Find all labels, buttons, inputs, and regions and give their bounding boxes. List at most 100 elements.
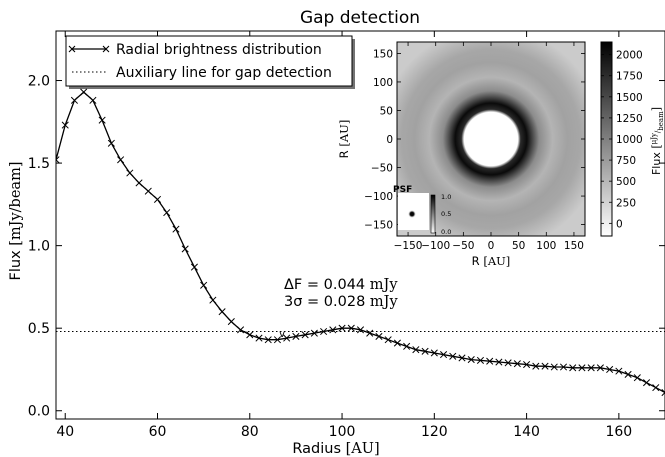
data-point-x-marker: [117, 156, 125, 164]
psf-tick-0-5: 0.5: [441, 210, 451, 218]
data-point-x-marker: [550, 363, 558, 371]
data-point-x-marker: [218, 308, 226, 316]
inset-y-tick-label: 150: [373, 48, 393, 60]
data-point-x-marker: [89, 96, 97, 104]
data-point-x-marker: [486, 357, 494, 365]
x-axis-label: Radius [AU]: [292, 441, 379, 457]
gap-position-marker: v: [279, 329, 285, 340]
data-point-x-marker: [264, 336, 272, 344]
data-point-x-marker: [366, 329, 374, 337]
legend-label-auxiliary: Auxiliary line for gap detection: [116, 65, 332, 81]
colorbar-label-slash: /: [654, 130, 662, 133]
x-tick-label: 140: [513, 424, 540, 440]
data-point-x-marker: [587, 364, 595, 372]
data-point-x-marker: [421, 347, 429, 355]
data-point-x-marker: [283, 334, 291, 342]
data-point-x-marker: [532, 362, 540, 370]
x-axis-label-unit: [AU]: [346, 441, 380, 457]
inset-x-label: R [AU]: [472, 254, 511, 268]
x-tick-label: 100: [329, 424, 356, 440]
data-point-x-marker: [163, 209, 171, 217]
plot-area-frame: [55, 30, 665, 420]
data-point-x-marker: [633, 374, 641, 382]
psf-tick-0: 0.0: [441, 228, 451, 236]
data-point-x-marker: [495, 358, 503, 366]
chart-title: Gap detection: [300, 8, 420, 28]
colorbar-tick-label: 1500: [616, 92, 643, 104]
legend-x-marker-right: [102, 45, 110, 53]
x-tick-label: 80: [241, 424, 259, 440]
inset-y-tick-label: −100: [364, 191, 393, 203]
colorbar-tick-label: 250: [616, 197, 636, 209]
delta-f-annotation: ΔF = 0.044 mJy: [284, 277, 398, 293]
data-point-x-marker: [301, 331, 309, 339]
data-point-x-marker: [652, 384, 660, 392]
y-axis-label-word: Flux: [8, 250, 24, 281]
legend: Radial brightness distribution Auxiliary…: [65, 35, 355, 89]
colorbar-tick-label: 500: [616, 176, 636, 188]
data-point-x-marker: [393, 339, 401, 347]
data-point-x-marker: [126, 169, 134, 177]
colorbar-label-word: Flux: [650, 152, 663, 175]
inset-x-tick-label: −150: [394, 240, 423, 252]
data-point-x-marker: [273, 336, 282, 344]
y-tick-label: 1.5: [28, 156, 50, 172]
data-point-x-marker: [200, 281, 208, 289]
x-tick-label: 120: [421, 424, 448, 440]
data-point-x-marker: [181, 245, 189, 253]
data-point-x-marker: [569, 364, 577, 372]
colorbar-label-open: [: [650, 144, 663, 148]
data-point-x-marker: [144, 187, 152, 195]
data-point-x-marker: [559, 363, 568, 371]
data-point-x-marker: [310, 329, 318, 337]
data-point-x-marker: [523, 360, 531, 369]
x-axis-label-word: Radius: [292, 441, 341, 457]
data-point-x-marker: [292, 332, 300, 341]
colorbar-tick-label: 1250: [616, 113, 643, 125]
data-point-x-marker: [513, 360, 521, 368]
data-point-x-marker: [412, 346, 420, 354]
y-tick-label: 0.5: [28, 321, 50, 337]
y-axis-label-unit: [mJy/beam]: [8, 162, 24, 246]
data-point-x-marker: [107, 139, 115, 147]
data-point-x-marker: [384, 336, 392, 344]
three-sigma-unit: mJy: [370, 294, 399, 310]
colorbar-label-den: beam: [657, 111, 665, 131]
data-point-x-marker: [439, 351, 448, 359]
three-sigma-prefix: 3σ =: [284, 294, 324, 310]
inset-x-label-unit: [AU]: [483, 254, 510, 268]
data-point-x-marker: [236, 326, 245, 334]
data-point-x-marker: [329, 326, 337, 334]
data-point-x-marker: [624, 370, 632, 378]
data-point-x-marker: [56, 156, 60, 164]
colorbar-label-close: ]: [650, 107, 663, 111]
inset-y-label-unit: [AU]: [337, 120, 351, 147]
inset-x-tick-label: 100: [536, 240, 556, 252]
data-point-x-marker: [98, 116, 106, 124]
delta-f-value: 0.044: [324, 277, 366, 293]
y-tick-label: 0.0: [28, 404, 50, 420]
colorbar-tick-label: 750: [616, 155, 636, 167]
inset-x-tick-label: −50: [452, 240, 474, 252]
psf-beam: [408, 210, 416, 218]
data-point-x-marker: [347, 324, 355, 332]
data-point-x-marker: [476, 356, 485, 364]
y-tick-label: 1.0: [28, 239, 50, 255]
y-axis-ticks: 0.0 0.5 1.0 1.5 2.0: [28, 74, 665, 420]
data-point-x-marker: [153, 195, 162, 203]
data-point-x-marker: [320, 327, 328, 336]
data-point-x-marker: [246, 331, 254, 339]
inset-y-tick-label: −150: [364, 220, 393, 232]
data-point-x-marker: [172, 225, 180, 233]
data-point-x-marker: [458, 354, 466, 362]
data-point-x-marker: [449, 352, 457, 360]
psf-colorbar: [430, 194, 436, 234]
data-point-x-marker: [541, 362, 549, 370]
data-point-x-marker: [615, 367, 623, 375]
inset-y-label-word: R: [337, 150, 351, 158]
colorbar-label-num: μJy: [650, 133, 658, 144]
psf-label: PSF: [393, 185, 412, 195]
data-point-x-marker: [596, 364, 604, 372]
inset-x-tick-label: −100: [421, 240, 450, 252]
